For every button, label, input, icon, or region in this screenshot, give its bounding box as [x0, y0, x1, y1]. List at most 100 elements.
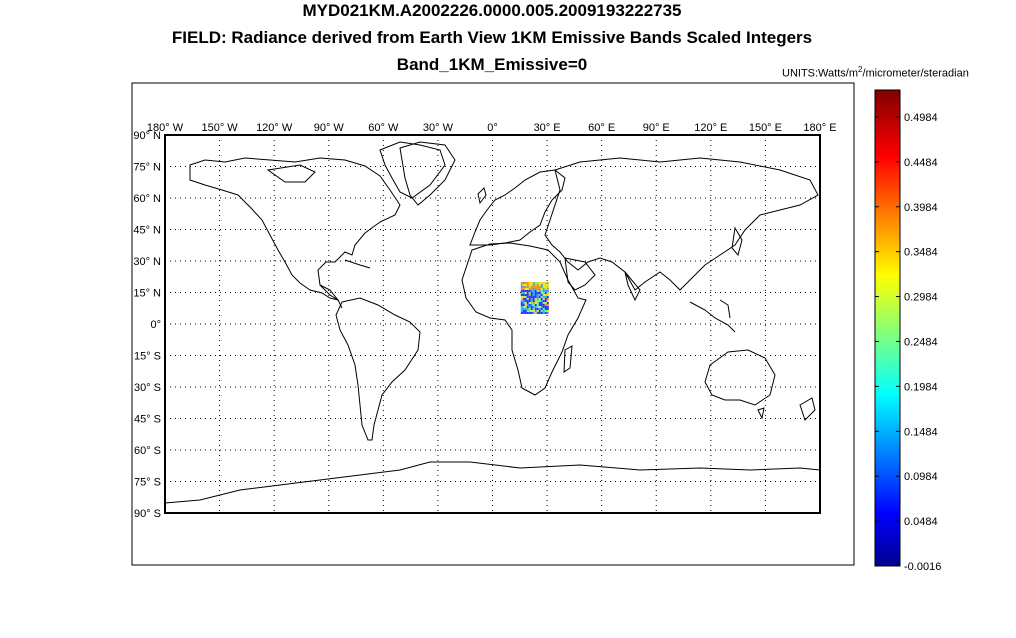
- swath-pixel: [540, 304, 543, 306]
- swath-pixel: [532, 294, 535, 296]
- swath-pixel: [530, 296, 533, 298]
- swath-pixel: [542, 296, 545, 298]
- swath-pixel: [530, 308, 533, 310]
- swath-pixel: [534, 284, 537, 286]
- swath-pixel: [522, 296, 525, 298]
- swath-pixel: [534, 298, 537, 300]
- figure-title-band: Band_1KM_Emissive=0: [396, 55, 588, 74]
- swath-pixel: [528, 310, 531, 312]
- lon-tick-label: 30° W: [423, 122, 454, 134]
- swath-pixel: [536, 298, 539, 300]
- swath-pixel: [544, 306, 547, 308]
- longitude-tick-labels: 180° W 150° W 120° W 90° W 60° W 30° W 0° 30° E…: [147, 122, 837, 134]
- lon-tick-label: 150° E: [749, 122, 782, 134]
- swath-pixel: [532, 304, 535, 306]
- swath-pixel: [532, 310, 535, 312]
- latitude-tick-labels: 90° N 75° N 60° N 45° N 30° N 15° N 0° 15° S 30°…: [133, 130, 161, 520]
- swath-pixel: [540, 282, 543, 284]
- swath-pixel: [544, 282, 547, 284]
- radiance-swath: [520, 282, 549, 314]
- swath-pixel: [532, 306, 535, 308]
- swath-pixel: [538, 286, 541, 288]
- swath-pixel: [528, 296, 531, 298]
- swath-pixel: [526, 284, 529, 286]
- figure-title-granule: MYD021KM.A2002226.0000.005.2009193222735: [302, 1, 682, 20]
- swath-pixel: [530, 292, 533, 294]
- swath-pixel: [534, 308, 537, 310]
- swath-pixel: [540, 284, 543, 286]
- swath-pixel: [536, 290, 539, 292]
- swath-pixel: [526, 298, 529, 300]
- swath-pixel: [534, 288, 537, 290]
- swath-pixel: [524, 286, 527, 288]
- lon-tick-label: 120° W: [256, 122, 293, 134]
- colorbar-tick-label: 0.4484: [904, 157, 938, 169]
- lat-tick-label: 0°: [150, 319, 161, 331]
- swath-pixel: [542, 306, 545, 308]
- swath-pixel: [520, 312, 523, 314]
- swath-pixel: [520, 308, 523, 310]
- swath-pixel: [522, 306, 525, 308]
- swath-pixel: [526, 286, 529, 288]
- swath-pixel: [536, 310, 539, 312]
- swath-pixel: [546, 294, 549, 296]
- swath-pixel: [530, 298, 533, 300]
- swath-pixel: [520, 284, 523, 286]
- swath-pixel: [544, 288, 547, 290]
- lat-tick-label: 45° N: [133, 225, 161, 237]
- lat-tick-label: 90° S: [134, 508, 161, 520]
- swath-pixel: [546, 306, 549, 308]
- swath-pixel: [540, 308, 543, 310]
- colorbar-tick-label: 0.3484: [904, 247, 938, 259]
- colorbar-tick-label: 0.1984: [904, 381, 938, 393]
- swath-pixel: [544, 310, 547, 312]
- swath-pixel: [528, 312, 531, 314]
- swath-pixel: [538, 292, 541, 294]
- swath-pixel: [540, 296, 543, 298]
- swath-pixel: [546, 310, 549, 312]
- swath-pixel: [530, 302, 533, 304]
- swath-pixel: [528, 308, 531, 310]
- axes-frame: [131, 82, 855, 566]
- swath-pixel: [538, 290, 541, 292]
- swath-pixel: [532, 312, 535, 314]
- swath-pixel: [524, 290, 527, 292]
- swath-pixel: [528, 304, 531, 306]
- swath-pixel: [522, 308, 525, 310]
- swath-pixel: [530, 300, 533, 302]
- swath-pixel: [526, 300, 529, 302]
- swath-pixel: [536, 312, 539, 314]
- swath-pixel: [526, 292, 529, 294]
- swath-pixel: [530, 284, 533, 286]
- swath-pixel: [546, 282, 549, 284]
- units-label: UNITS:Watts/m2/micrometer/steradian: [782, 65, 969, 80]
- swath-pixel: [532, 284, 535, 286]
- swath-pixel: [536, 294, 539, 296]
- swath-pixel: [524, 300, 527, 302]
- swath-pixel: [528, 284, 531, 286]
- swath-pixel: [536, 282, 539, 284]
- colorbar-tick-label: 0.4984: [904, 112, 938, 124]
- swath-pixel: [542, 298, 545, 300]
- swath-pixel: [542, 282, 545, 284]
- swath-pixel: [520, 288, 523, 290]
- swath-pixel: [546, 296, 549, 298]
- colorbar-tick-label: 0.1484: [904, 426, 938, 438]
- swath-pixel: [546, 302, 549, 304]
- lat-tick-label: 75° S: [134, 477, 161, 489]
- swath-pixel: [532, 288, 535, 290]
- swath-pixel: [536, 288, 539, 290]
- swath-pixel: [520, 296, 523, 298]
- colorbar-tick-label: 0.3984: [904, 202, 938, 214]
- swath-pixel: [538, 284, 541, 286]
- swath-pixel: [522, 300, 525, 302]
- lon-tick-label: 180° W: [147, 122, 184, 134]
- swath-pixel: [522, 294, 525, 296]
- swath-pixel: [534, 292, 537, 294]
- lat-tick-label: 30° N: [133, 256, 161, 268]
- swath-pixel: [530, 306, 533, 308]
- swath-pixel: [544, 298, 547, 300]
- swath-pixel: [546, 300, 549, 302]
- swath-pixel: [530, 304, 533, 306]
- swath-pixel: [528, 282, 531, 284]
